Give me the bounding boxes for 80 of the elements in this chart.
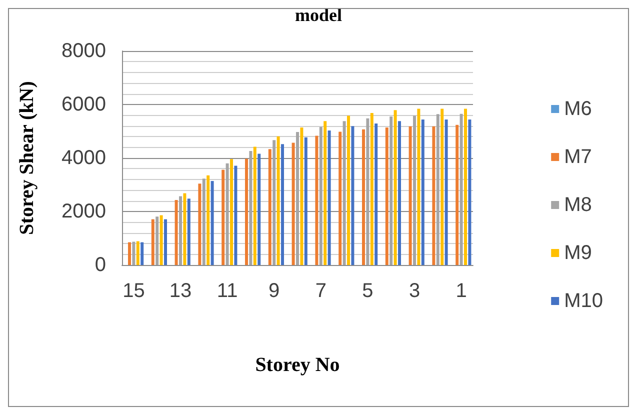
bar	[319, 126, 322, 265]
bar	[324, 121, 327, 265]
bar	[300, 128, 304, 265]
legend-label: M7	[564, 146, 592, 168]
bar	[292, 142, 295, 265]
bar	[347, 116, 350, 265]
bar	[315, 136, 318, 265]
bar	[210, 181, 214, 265]
bar	[385, 128, 388, 265]
bar	[253, 146, 256, 265]
y-tick-label: 4000	[62, 147, 106, 169]
bar	[374, 123, 378, 265]
bar	[164, 219, 167, 265]
bar	[460, 114, 463, 265]
bar	[394, 110, 397, 265]
bar	[245, 158, 248, 265]
bar	[249, 151, 252, 265]
bar	[226, 163, 229, 265]
bar	[281, 144, 284, 265]
bar	[390, 116, 393, 265]
bar	[202, 178, 206, 265]
x-tick-label: 7	[315, 280, 326, 302]
bar	[296, 132, 299, 265]
x-tick-label: 15	[122, 280, 145, 302]
bar	[362, 129, 365, 265]
bar	[440, 108, 444, 265]
bar	[234, 166, 238, 265]
y-tick-label: 6000	[62, 94, 106, 116]
bar	[408, 126, 412, 265]
bar	[456, 124, 459, 265]
bar	[366, 118, 370, 265]
legend-label: M6	[564, 98, 592, 120]
x-tick-label: 11	[216, 280, 238, 302]
bar	[230, 159, 233, 265]
bar	[338, 132, 342, 265]
bar	[160, 215, 163, 265]
x-tick-label: 9	[268, 280, 280, 302]
bar	[198, 184, 202, 265]
x-tick-label: 3	[408, 280, 420, 302]
bar	[272, 140, 276, 265]
y-tick-label: 2000	[62, 200, 106, 222]
x-tick-label: 13	[169, 280, 192, 302]
bar	[268, 149, 272, 265]
bar	[222, 170, 225, 265]
legend-label: M10	[564, 290, 603, 312]
bar	[151, 219, 154, 265]
bar	[206, 175, 210, 265]
x-tick-label: 1	[456, 280, 467, 302]
bar	[342, 121, 346, 265]
bar	[468, 119, 472, 265]
bar	[421, 119, 424, 265]
bar	[128, 242, 131, 265]
bar	[413, 116, 416, 265]
x-tick-label: 5	[362, 280, 374, 302]
y-axis-title: Storey Shear (kN)	[16, 81, 38, 235]
bar	[258, 154, 261, 265]
bar	[464, 108, 467, 265]
bar	[370, 113, 374, 265]
bar	[351, 126, 354, 265]
bar	[432, 126, 436, 265]
bar	[156, 216, 159, 265]
bar	[174, 200, 178, 265]
legend-label: M8	[564, 194, 592, 216]
bar	[328, 130, 331, 265]
y-tick-label: 8000	[62, 40, 106, 62]
bar	[136, 241, 140, 265]
bar	[179, 196, 182, 265]
x-axis-title: Storey No	[255, 354, 340, 376]
bar	[417, 108, 420, 265]
bar	[183, 193, 186, 265]
bar	[398, 121, 401, 265]
y-tick-label: 0	[94, 254, 106, 276]
bar	[436, 114, 440, 265]
bar	[140, 242, 144, 265]
bar	[304, 137, 308, 265]
bar	[187, 198, 190, 265]
bar	[276, 136, 280, 265]
legend-label: M9	[564, 242, 592, 264]
bar	[132, 242, 136, 265]
bar	[444, 119, 448, 265]
